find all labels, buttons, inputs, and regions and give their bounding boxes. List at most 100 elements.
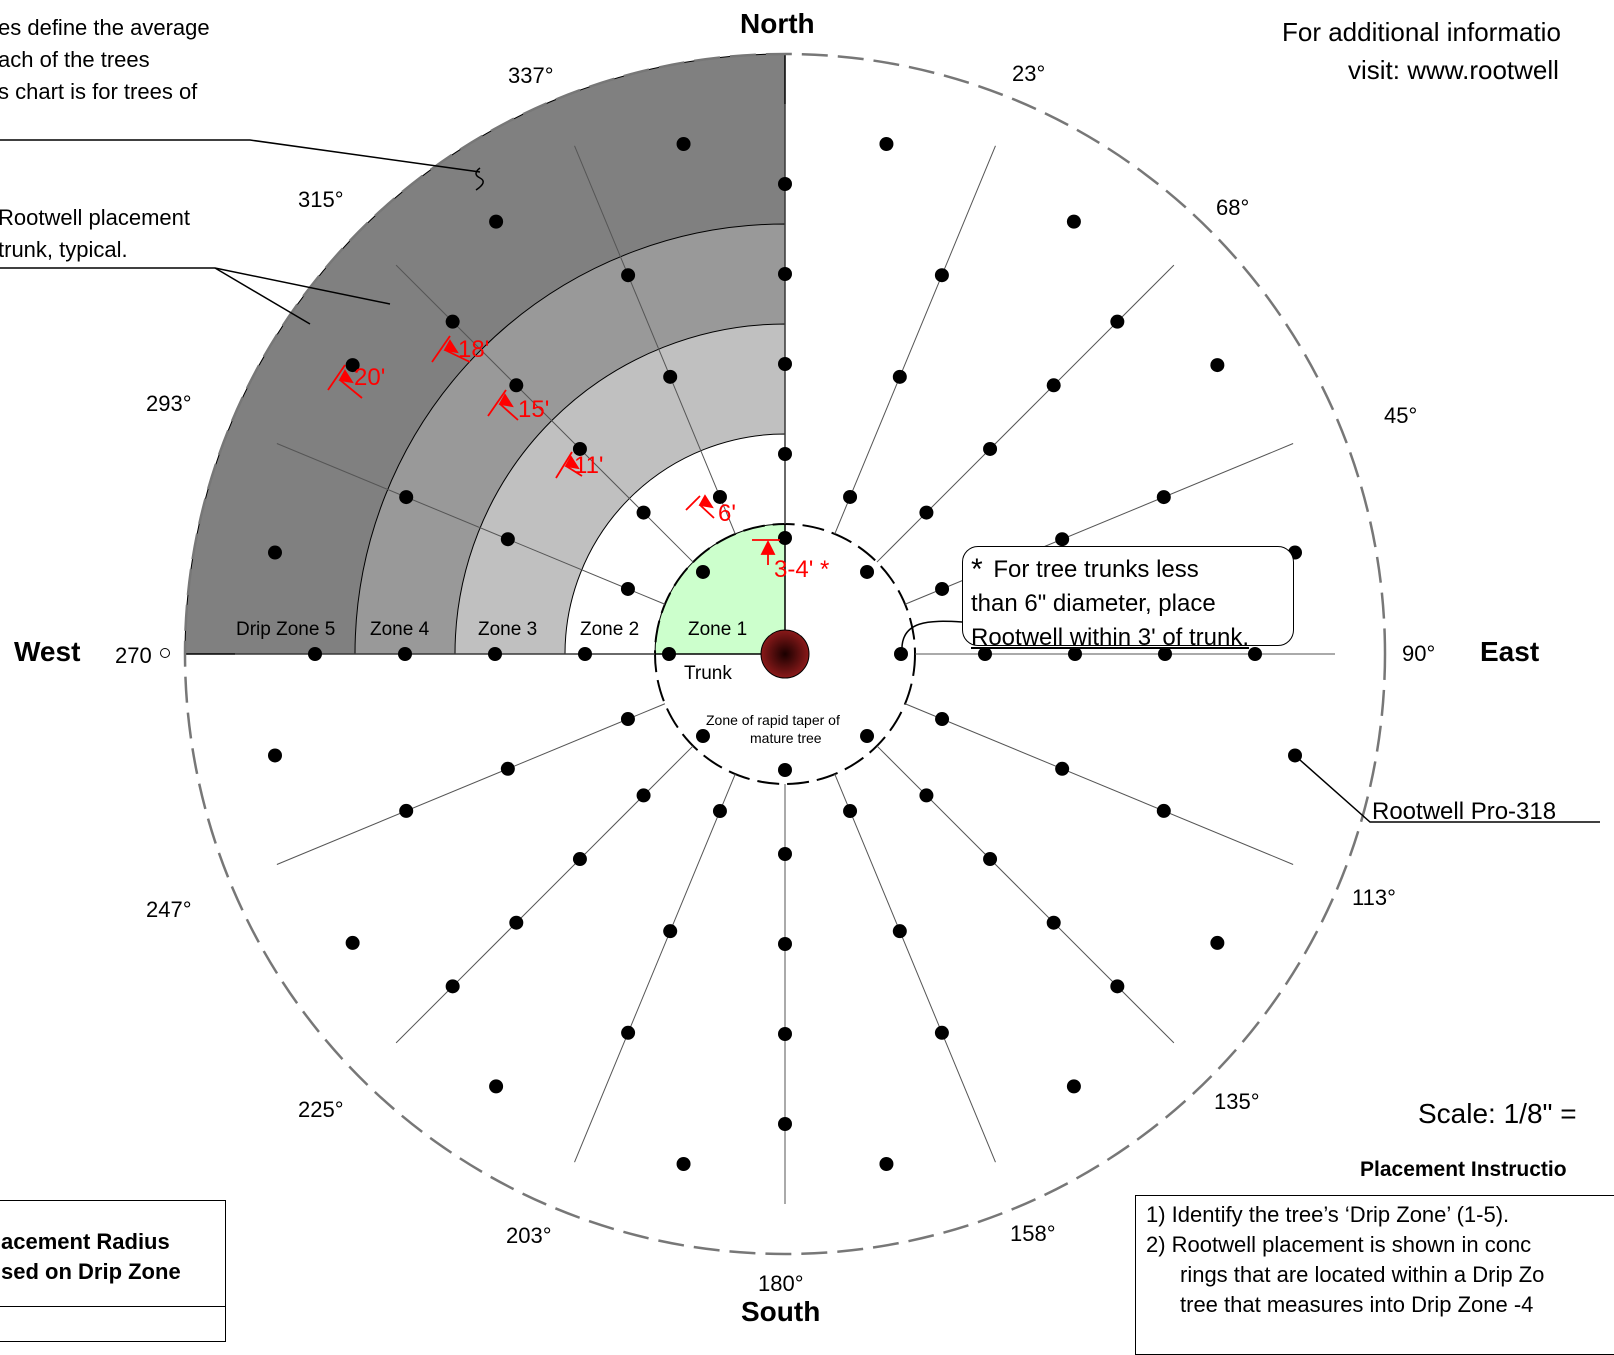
radial-line [574, 145, 736, 535]
instruction-step-2-cont: rings that are located within a Drip Zo [1180, 1262, 1545, 1287]
rootwell-dot [500, 761, 515, 776]
distance-11ft: 11' [574, 452, 604, 479]
rootwell-note-line-2: trunk, typical. [0, 237, 128, 262]
angle-113: 113° [1352, 885, 1396, 910]
rootwell-dot [445, 314, 460, 329]
rootwell-dot [1046, 915, 1061, 930]
rootwell-dot [308, 647, 322, 661]
legend-title-1: acement Radius [1, 1229, 170, 1254]
scale-label: Scale: 1/8" = [1418, 1098, 1577, 1129]
rootwell-dot [778, 357, 792, 371]
rootwell-dot [267, 748, 282, 763]
rootwell-dot [500, 532, 515, 547]
rootwell-dot [935, 581, 950, 596]
rootwell-dot [676, 1157, 691, 1172]
rootwell-dot [1110, 314, 1125, 329]
rootwell-dot [267, 545, 282, 560]
top-note-line-1: es define the average [0, 15, 210, 40]
instruction-step-1: 1) Identify the tree’s ‘Drip Zone’ (1-5)… [1146, 1202, 1510, 1227]
rootwell-dot [695, 729, 710, 744]
rootwell-dot [1210, 935, 1225, 950]
rootwell-dot [695, 564, 710, 579]
rootwell-dot [345, 935, 360, 950]
top-note-line-3: s chart is for trees of [0, 79, 198, 104]
rootwell-dot [620, 581, 635, 596]
angle-180: 180° [758, 1271, 804, 1296]
rootwell-dot [1110, 979, 1125, 994]
rootwell-dot [578, 647, 592, 661]
rootwell-dot [1055, 532, 1070, 547]
asterisk-icon: * [971, 553, 983, 586]
rootwell-dot [778, 531, 792, 545]
rootwell-dot [445, 979, 460, 994]
rootwell-dot [919, 788, 934, 803]
rootwell-dot [676, 136, 691, 151]
angle-225: 225° [298, 1097, 344, 1122]
rootwell-dot [572, 441, 587, 456]
rootwell-dot [399, 803, 414, 818]
distance-6ft: 6' [718, 500, 736, 527]
radial-line [276, 443, 666, 605]
rootwell-dot [860, 729, 875, 744]
rootwell-dot [935, 712, 950, 727]
rootwell-dot [778, 847, 792, 861]
rootwell-dot [919, 505, 934, 520]
trunk-label: Trunk [684, 663, 732, 684]
rootwell-dot [621, 268, 636, 283]
rootwell-dot [1288, 748, 1303, 763]
east-label: East [1480, 636, 1540, 667]
rootwell-dot [399, 490, 414, 505]
rootwell-dot [1248, 647, 1262, 661]
info-line-1: For additional informatio [1282, 17, 1561, 47]
angle-337: 337° [508, 63, 554, 88]
callout-line-3: Rootwell within 3' of trunk. [971, 624, 1250, 651]
instructions-heading: Placement Instructio [1360, 1158, 1567, 1181]
top-note-line-2: ach of the trees [0, 47, 150, 72]
rootwell-dot [983, 852, 998, 867]
angle-247: 247° [146, 897, 192, 922]
rootwell-dot [509, 378, 524, 393]
pro-label-leader [1299, 759, 1600, 823]
rootwell-dot [843, 804, 858, 819]
rootwell-dot [983, 441, 998, 456]
rootwell-dot [662, 647, 676, 661]
callout-leader [901, 620, 963, 653]
rootwell-dot [1156, 803, 1171, 818]
rootwell-dot [934, 1025, 949, 1040]
angle-90: 90° [1402, 641, 1436, 666]
callout-line-2: than 6" diameter, place [971, 590, 1216, 617]
rootwell-dot [1158, 647, 1172, 661]
instruction-step-2: 2) Rootwell placement is shown in conc [1146, 1232, 1532, 1257]
rootwell-dot [712, 804, 727, 819]
placement-dots [267, 136, 1303, 1172]
legend-box: acement Radius sed on Drip Zone [0, 1200, 226, 1342]
drip-line-circle [183, 52, 1387, 1256]
angle-23: 23° [1012, 61, 1046, 86]
rootwell-dot [488, 647, 502, 661]
west-label: West [14, 636, 81, 667]
angle-135: 135° [1214, 1089, 1260, 1114]
zone-1-label: Zone 1 [688, 619, 748, 640]
rootwell-dot [1066, 214, 1081, 229]
rootwell-dot [636, 505, 651, 520]
south-label: South [741, 1296, 821, 1327]
legend-title-2: sed on Drip Zone [1, 1259, 181, 1284]
zone-3-label: Zone 3 [478, 619, 538, 640]
info-line-2: visit: www.rootwell [1348, 55, 1559, 85]
angle-293: 293° [146, 391, 192, 416]
rootwell-dot [843, 489, 858, 504]
rootwell-dot [778, 1117, 792, 1131]
rootwell-dot [1156, 490, 1171, 505]
rootwell-dot [860, 564, 875, 579]
radial-line [276, 703, 666, 865]
rootwell-dot [712, 489, 727, 504]
rootwell-dot [934, 268, 949, 283]
placement-instructions-box: 1) Identify the tree’s ‘Drip Zone’ (1-5)… [1135, 1195, 1614, 1355]
rootwell-dot [1068, 647, 1082, 661]
rootwell-dot [778, 267, 792, 281]
small-trunk-callout: * For tree trunks less than 6" diameter,… [962, 546, 1294, 651]
callout-line-1: For tree trunks less [993, 556, 1199, 583]
rootwell-dot [1066, 1079, 1081, 1094]
rootwell-dot [879, 136, 894, 151]
rootwell-dot [892, 924, 907, 939]
